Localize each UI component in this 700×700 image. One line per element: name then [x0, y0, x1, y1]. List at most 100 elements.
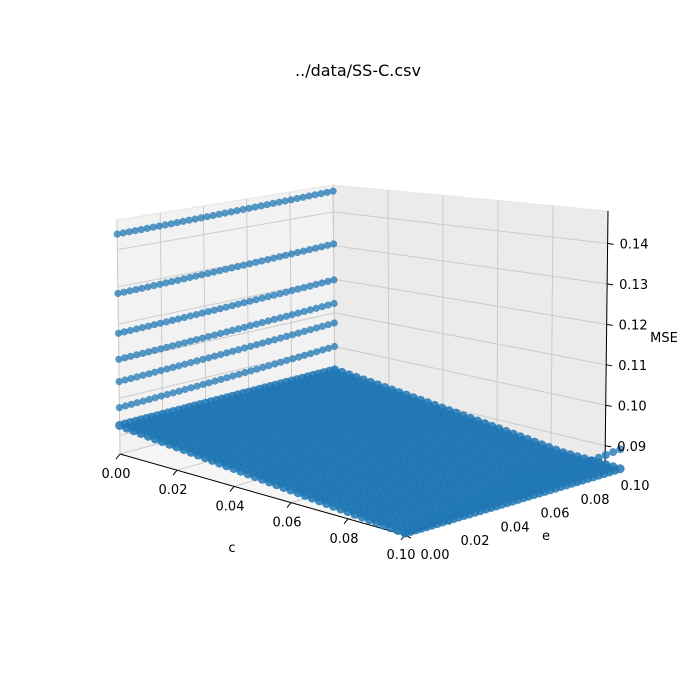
- y-tick-label: 0.04: [501, 520, 530, 535]
- z-tick-label: 0.14: [620, 237, 649, 252]
- data-point: [451, 510, 460, 518]
- data-point: [270, 254, 278, 262]
- data-point: [197, 214, 205, 222]
- data-point: [487, 496, 495, 505]
- y-tick-label: 0.06: [541, 507, 570, 522]
- data-point: [246, 260, 254, 268]
- y-tick-label: 0.00: [421, 548, 450, 563]
- data-point: [222, 265, 230, 273]
- data-point: [270, 291, 278, 299]
- z-tick-label: 0.12: [619, 318, 648, 333]
- tick-labels: 0.00 0.02 0.04 0.06 0.08 0.10 0.00 0.02 0.04 0.06…: [102, 237, 650, 563]
- data-point: [436, 515, 445, 524]
- data-point: [408, 526, 417, 535]
- data-point: [318, 322, 326, 330]
- data-point: [282, 332, 291, 340]
- y-tick-label: 0.02: [461, 534, 490, 549]
- data-point: [205, 354, 213, 362]
- data-point: [169, 342, 177, 350]
- data-point: [580, 459, 589, 468]
- chart-title: ../data/SS-C.csv: [295, 61, 421, 80]
- data-point: [240, 299, 248, 307]
- data-point: [205, 379, 213, 387]
- data-point: [307, 350, 315, 358]
- data-point: [253, 365, 261, 373]
- data-point: [246, 297, 254, 305]
- data-point: [187, 359, 195, 367]
- data-point: [300, 307, 308, 316]
- data-point: [169, 363, 177, 371]
- data-point: [283, 356, 291, 365]
- data-point: [204, 269, 212, 278]
- data-point: [324, 241, 332, 249]
- data-point: [150, 321, 158, 329]
- data-point: [601, 451, 610, 459]
- data-point: [139, 397, 147, 405]
- x-tick-label: 0.06: [273, 516, 302, 531]
- x-tick-label: 0.08: [330, 532, 359, 547]
- x-axis-label: c: [228, 541, 235, 556]
- data-point: [289, 355, 297, 363]
- data-point: [465, 504, 474, 513]
- data-point: [245, 204, 253, 212]
- data-point: [330, 299, 338, 308]
- data-point: [234, 263, 242, 271]
- data-point: [253, 341, 261, 349]
- data-point: [330, 240, 338, 248]
- data-point: [191, 215, 199, 223]
- data-point: [221, 209, 229, 217]
- data-point: [479, 498, 488, 507]
- z-tick: [607, 283, 614, 286]
- data-point: [323, 188, 331, 196]
- data-point: [281, 197, 289, 205]
- data-point: [181, 385, 189, 394]
- data-point: [162, 318, 170, 326]
- data-point: [210, 331, 219, 339]
- data-point: [157, 345, 165, 353]
- data-point: [167, 220, 175, 228]
- data-point: [121, 354, 129, 362]
- data-point: [151, 346, 159, 354]
- data-point: [515, 485, 524, 493]
- data-point: [157, 367, 165, 375]
- data-point: [175, 362, 183, 370]
- data-point: [443, 512, 452, 521]
- data-point: [240, 323, 248, 331]
- data-point: [324, 277, 332, 285]
- x-tick: [229, 486, 235, 492]
- data-point: [530, 479, 538, 488]
- data-point: [215, 210, 223, 218]
- data-point: [300, 284, 308, 292]
- z-axis-label: MSE: [650, 331, 678, 346]
- data-point: [276, 253, 284, 261]
- data-point: [551, 470, 560, 479]
- data-point: [115, 404, 123, 412]
- data-point: [306, 246, 314, 254]
- data-point: [157, 392, 165, 400]
- data-point: [264, 337, 273, 345]
- data-point: [276, 290, 284, 298]
- data-point: [558, 468, 567, 477]
- data-point: [234, 300, 242, 308]
- data-point: [282, 312, 290, 320]
- data-point: [223, 374, 231, 382]
- data-point: [264, 293, 272, 301]
- data-point: [223, 349, 231, 357]
- data-point: [168, 316, 176, 324]
- data-point: [144, 322, 152, 330]
- data-point: [132, 286, 140, 294]
- z-gridline: [117, 211, 608, 251]
- data-point: [305, 192, 313, 200]
- data-point: [127, 352, 135, 360]
- data-point: [174, 315, 182, 323]
- data-point: [179, 217, 187, 225]
- data-point: [203, 213, 211, 221]
- data-point: [276, 314, 284, 322]
- data-point: [294, 285, 302, 293]
- data-point: [115, 378, 123, 386]
- data-point: [133, 399, 141, 407]
- data-point: [211, 377, 219, 385]
- data-point: [175, 340, 183, 348]
- data-point: [151, 368, 159, 376]
- data-point: [229, 372, 237, 380]
